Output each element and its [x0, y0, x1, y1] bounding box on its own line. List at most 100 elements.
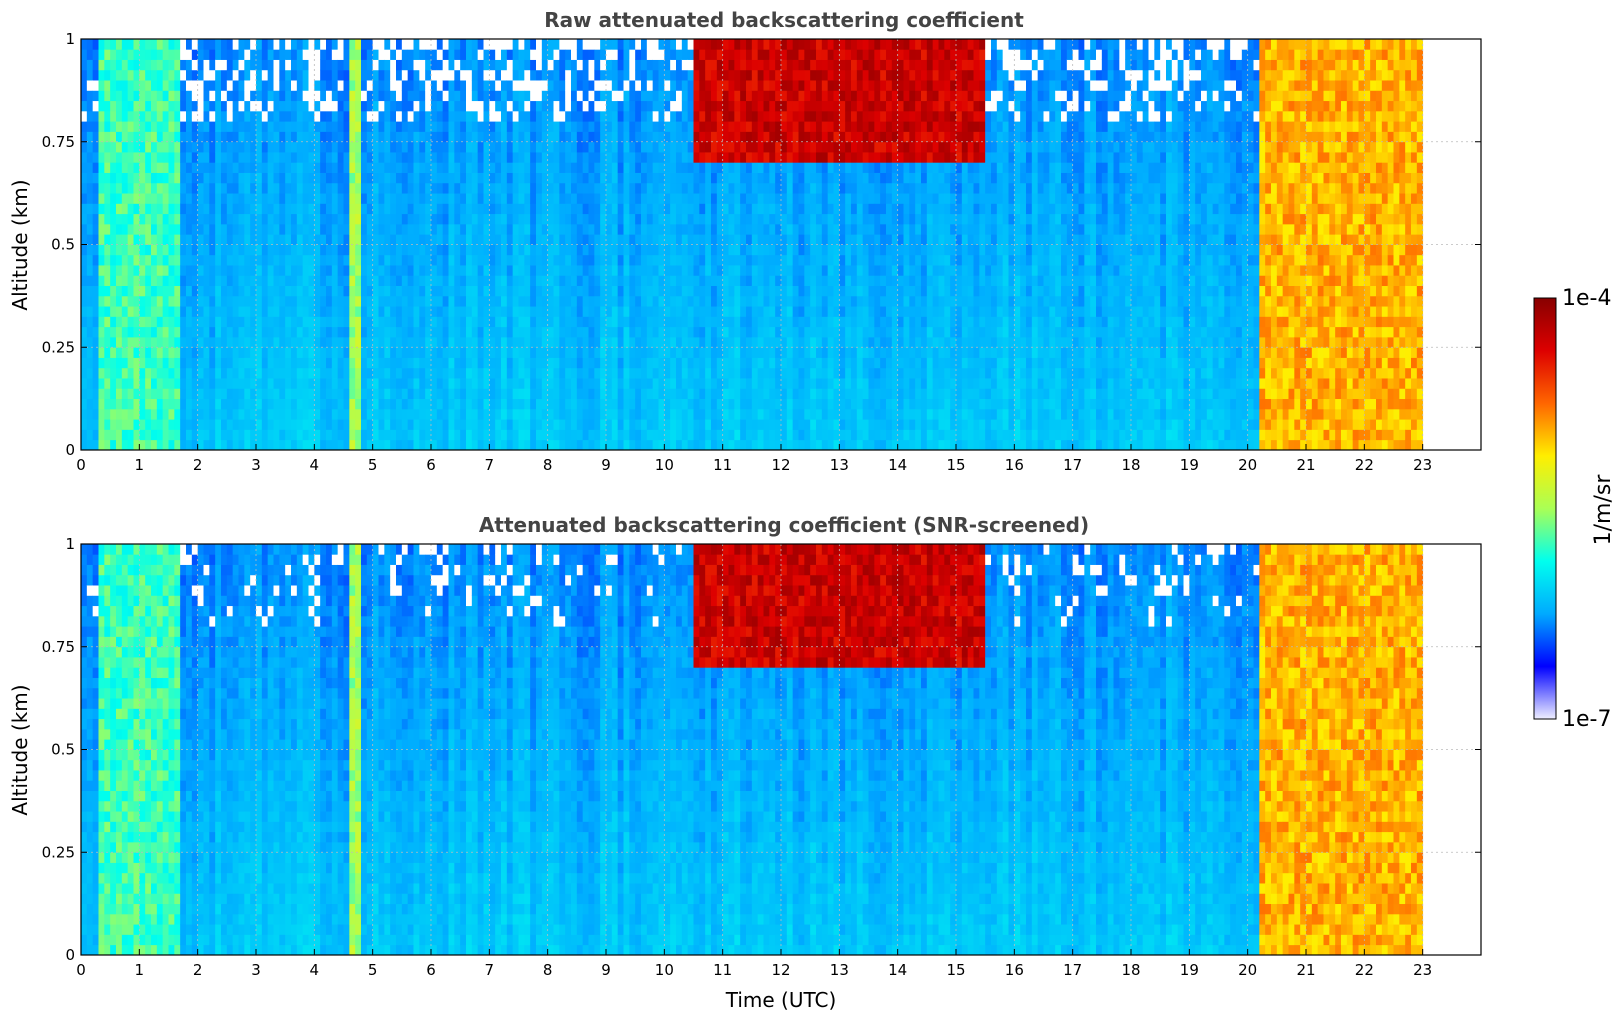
heatmap-cell [454, 388, 461, 400]
heatmap-cell [705, 90, 712, 102]
heatmap-cell [197, 244, 204, 256]
heatmap-cell [641, 378, 648, 389]
heatmap-cell [238, 121, 245, 132]
heatmap-cell [471, 223, 479, 235]
heatmap-cell [361, 80, 368, 91]
heatmap-cell [582, 49, 589, 60]
heatmap-cell [751, 49, 759, 60]
heatmap-cell [530, 254, 537, 266]
heatmap-cell [728, 336, 735, 348]
heatmap-cell [658, 295, 665, 307]
heatmap-cell [361, 316, 368, 328]
heatmap-cell [86, 162, 94, 173]
heatmap-cell [366, 223, 374, 235]
heatmap-cell [396, 110, 403, 122]
heatmap-cell [291, 223, 298, 235]
heatmap-cell [349, 439, 356, 451]
heatmap-cell [133, 285, 140, 297]
heatmap-cell [267, 295, 274, 307]
heatmap-cell [576, 275, 584, 286]
heatmap-cell [92, 347, 99, 358]
heatmap-cell [232, 49, 239, 60]
heatmap-cell [594, 131, 601, 143]
heatmap-cell [652, 182, 659, 194]
heatmap-cell [477, 69, 484, 81]
heatmap-cell [104, 336, 111, 348]
heatmap-cell [757, 39, 764, 50]
heatmap-cell [775, 347, 782, 358]
heatmap-cell [436, 203, 444, 215]
heatmap-cell [116, 347, 123, 358]
heatmap-cell [186, 193, 193, 204]
heatmap-cell [361, 398, 368, 410]
heatmap-cell [716, 80, 724, 91]
heatmap-cell [407, 213, 414, 225]
heatmap-cell [471, 398, 479, 410]
heatmap-cell [623, 439, 630, 451]
heatmap-cell [460, 100, 467, 112]
heatmap-cell [168, 378, 175, 389]
heatmap-cell [588, 213, 595, 225]
heatmap-cell [483, 69, 490, 81]
heatmap-cell [180, 367, 187, 379]
heatmap-cell [781, 49, 788, 60]
heatmap-cell [162, 244, 169, 256]
heatmap-cell [226, 100, 234, 112]
heatmap-cell [582, 285, 589, 297]
heatmap-cell [565, 234, 572, 245]
heatmap-cell [559, 172, 566, 184]
heatmap-cell [174, 439, 181, 451]
heatmap-cell [536, 439, 543, 451]
heatmap-cell [740, 90, 747, 102]
heatmap-cell [477, 59, 484, 71]
heatmap-cell [349, 285, 356, 297]
heatmap-cell [326, 295, 333, 307]
heatmap-cell [139, 347, 146, 358]
heatmap-cell [425, 285, 432, 297]
heatmap-cell [331, 398, 339, 410]
heatmap-cell [407, 275, 414, 286]
heatmap-cell [664, 182, 671, 194]
heatmap-cell [244, 429, 251, 441]
heatmap-cell [716, 419, 724, 430]
heatmap-cell [466, 388, 473, 400]
heatmap-cell [460, 90, 467, 102]
heatmap-cell [536, 419, 543, 430]
heatmap-cell [221, 285, 228, 297]
heatmap-cell [396, 275, 403, 286]
heatmap-cell [641, 49, 648, 60]
heatmap-cell [804, 100, 811, 112]
heatmap-cell [407, 254, 414, 266]
heatmap-cell [757, 80, 764, 91]
heatmap-cell [372, 306, 379, 317]
heatmap-cell [646, 69, 654, 81]
heatmap-cell [407, 80, 414, 91]
heatmap-cell [127, 254, 134, 266]
heatmap-cell [337, 49, 344, 60]
heatmap-cell [343, 439, 350, 451]
heatmap-cell [186, 326, 193, 338]
heatmap-cell [565, 254, 572, 266]
heatmap-cell [366, 80, 374, 91]
heatmap-cell [477, 100, 484, 112]
heatmap-cell [86, 419, 94, 430]
heatmap-cell [769, 408, 776, 420]
heatmap-cell [302, 152, 309, 163]
heatmap-cell [238, 265, 245, 276]
heatmap-cell [454, 429, 461, 441]
heatmap-cell [670, 439, 677, 451]
heatmap-cell [641, 419, 648, 430]
heatmap-cell [798, 357, 805, 369]
heatmap-cell [285, 378, 292, 389]
heatmap-cell [763, 429, 770, 441]
heatmap-cell [786, 254, 794, 266]
heatmap-cell [606, 110, 613, 122]
heatmap-cell [786, 244, 794, 256]
heatmap-cell [209, 203, 216, 215]
heatmap-cell [168, 141, 175, 153]
heatmap-cell [250, 429, 257, 441]
heatmap-cell [256, 254, 263, 266]
heatmap-cell [331, 213, 339, 225]
heatmap-cell [763, 223, 770, 235]
heatmap-cell [571, 223, 578, 235]
